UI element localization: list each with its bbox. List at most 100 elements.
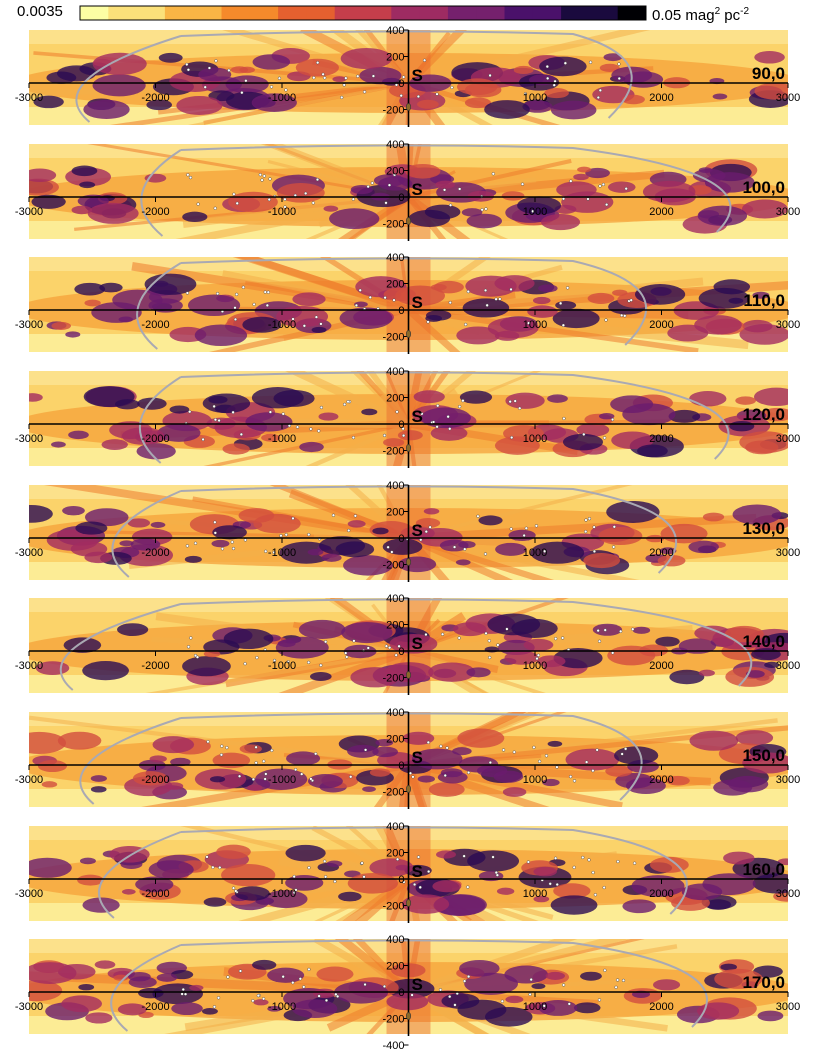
cluster-dot xyxy=(340,95,344,100)
cluster-dot xyxy=(316,61,320,65)
x-tick-label: -2000 xyxy=(141,433,169,445)
cluster-dot xyxy=(614,985,618,989)
dust-cloud xyxy=(117,623,149,637)
cluster-dot xyxy=(212,1005,217,1009)
dust-cloud xyxy=(678,638,717,654)
x-tick-label: -2000 xyxy=(141,774,169,786)
dust-cloud xyxy=(694,625,731,641)
dust-cloud xyxy=(753,387,788,407)
dust-cloud xyxy=(329,208,380,230)
dust-cloud xyxy=(612,289,628,296)
cluster-dot xyxy=(524,526,528,530)
x-tick-label: -1000 xyxy=(268,206,296,218)
cluster-dot xyxy=(529,977,533,982)
dust-cloud xyxy=(538,284,558,293)
radial-streak xyxy=(406,988,489,1034)
cluster-dot xyxy=(518,406,522,410)
dust-cloud xyxy=(79,857,96,865)
cluster-dot xyxy=(453,1003,457,1007)
dust-cloud xyxy=(267,1005,282,1012)
cluster-dot xyxy=(387,183,392,187)
cluster-dot xyxy=(252,302,256,306)
sun-marker xyxy=(405,785,411,793)
x-tick-label: -1000 xyxy=(268,774,296,786)
dust-cloud xyxy=(149,755,167,763)
cluster-dot xyxy=(211,865,215,869)
panel-label: 110,0 xyxy=(743,291,785,310)
dust-cloud xyxy=(222,443,250,455)
x-tick-label: 3000 xyxy=(776,92,800,104)
y-tick-label: -200 xyxy=(382,560,404,572)
dust-cloud xyxy=(573,173,589,181)
dust-cloud xyxy=(187,294,241,317)
colorbar-segment xyxy=(617,6,647,20)
dust-cloud xyxy=(453,622,487,637)
dust-cloud xyxy=(119,540,134,547)
cluster-dot xyxy=(508,400,512,404)
cluster-dot xyxy=(484,631,488,635)
survey-outline xyxy=(59,598,753,691)
dust-cloud xyxy=(340,47,393,70)
dust-cloud xyxy=(216,844,251,859)
dust-cloud xyxy=(532,296,551,305)
dust-cloud xyxy=(694,315,742,335)
dust-cloud xyxy=(432,880,462,893)
dust-cloud xyxy=(101,439,128,451)
dust-cloud xyxy=(156,973,178,982)
dust-cloud xyxy=(728,775,769,793)
cluster-dot xyxy=(610,417,615,422)
cluster-dot xyxy=(272,658,277,663)
cluster-dot xyxy=(216,292,220,296)
cluster-dot xyxy=(604,318,608,322)
cluster-dot xyxy=(186,68,191,72)
dust-cloud xyxy=(372,527,389,535)
dust-cloud xyxy=(698,287,750,309)
radial-streak xyxy=(155,612,410,655)
radial-streak xyxy=(389,878,411,921)
cluster-dot xyxy=(495,873,499,877)
cluster-dot xyxy=(440,632,445,636)
cluster-dot xyxy=(616,859,620,864)
y-tick-label: 200 xyxy=(386,734,404,746)
cluster-dot xyxy=(233,306,237,310)
y-tick-label: -200 xyxy=(382,1014,404,1026)
cluster-dot xyxy=(362,90,367,94)
sun-marker xyxy=(405,1012,411,1020)
cluster-dot xyxy=(307,660,311,665)
sun-marker xyxy=(405,330,411,338)
dust-cloud xyxy=(347,744,379,758)
radial-streak xyxy=(405,535,450,580)
dust-cloud xyxy=(29,505,53,523)
dust-cloud xyxy=(127,518,151,528)
dust-cloud xyxy=(148,298,183,313)
dust-cloud xyxy=(298,619,346,640)
radial-streak xyxy=(352,939,411,995)
cluster-dot xyxy=(186,645,191,649)
x-tick-label: -2000 xyxy=(141,1001,169,1013)
radial-streak xyxy=(145,649,409,693)
cluster-dot xyxy=(219,753,224,757)
cluster-dot xyxy=(512,750,516,754)
dust-cloud xyxy=(632,626,651,634)
dust-cloud xyxy=(62,506,85,516)
cluster-dot xyxy=(195,655,200,659)
x-tick-label: -2000 xyxy=(141,206,169,218)
radial-streak xyxy=(405,371,423,425)
cluster-dot xyxy=(572,779,577,783)
dust-cloud xyxy=(29,962,77,984)
cluster-dot xyxy=(234,889,238,893)
radial-streak xyxy=(203,422,409,466)
cluster-dot xyxy=(426,320,430,324)
dust-cloud xyxy=(137,397,167,410)
dust-cloud xyxy=(544,88,569,99)
cluster-dot xyxy=(317,994,321,998)
dust-cloud xyxy=(239,744,262,754)
dust-cloud xyxy=(735,730,774,746)
x-tick-label: 3000 xyxy=(776,433,800,445)
dust-cloud xyxy=(369,521,414,539)
cluster-dot xyxy=(392,173,397,177)
cluster-dot xyxy=(251,777,256,781)
cluster-dot xyxy=(345,655,349,659)
dust-cloud xyxy=(420,407,471,429)
cluster-dot xyxy=(238,969,243,973)
